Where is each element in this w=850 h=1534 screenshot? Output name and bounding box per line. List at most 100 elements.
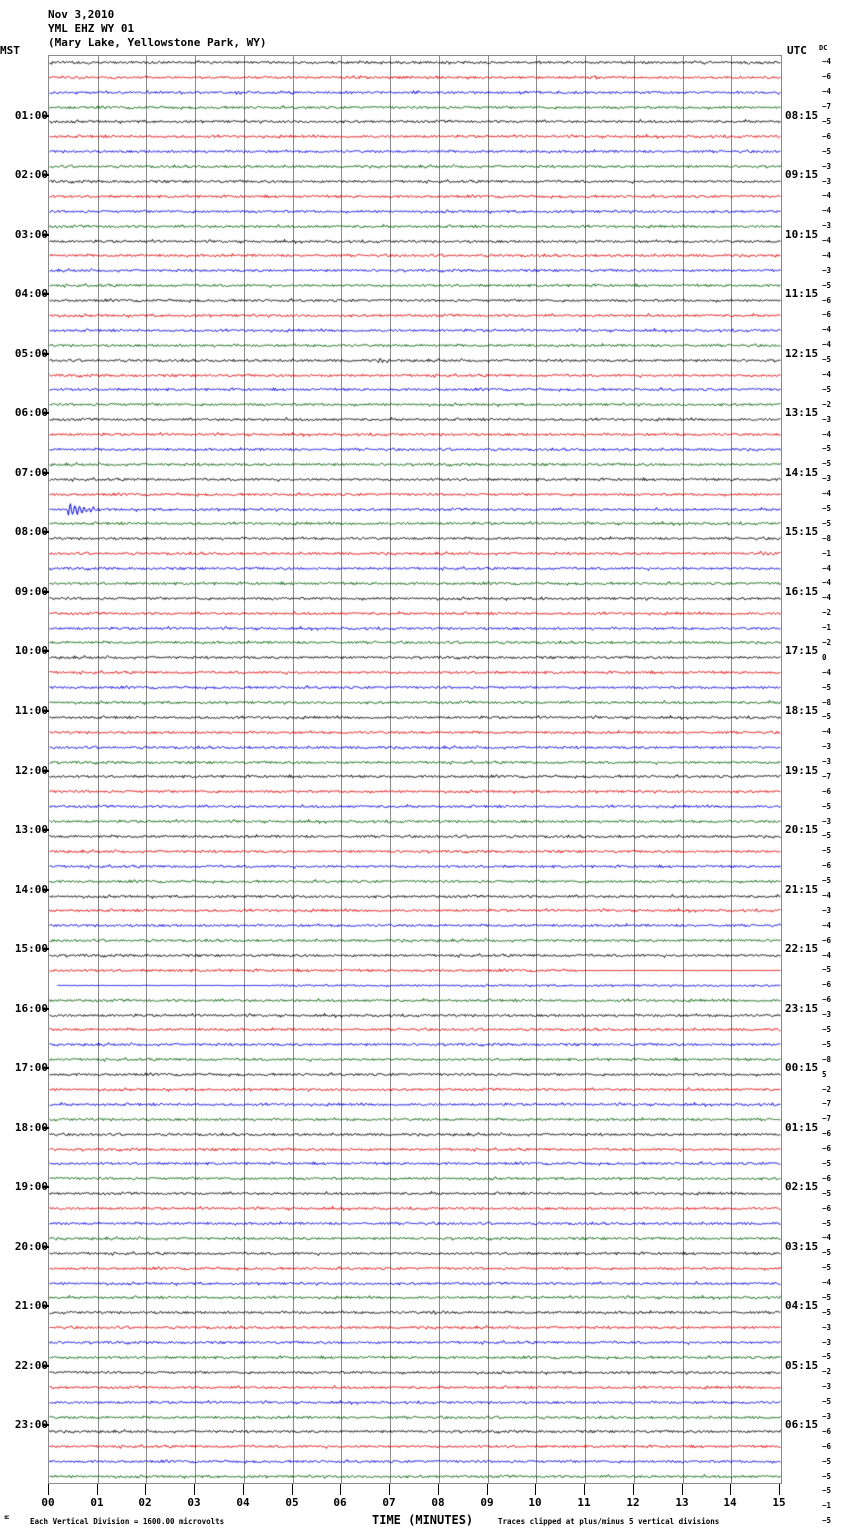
- seismogram-trace: [49, 755, 781, 769]
- dc-offset-value: −2: [822, 399, 832, 409]
- vertical-gridline: [634, 55, 635, 1484]
- dc-offset-value: −2: [822, 1367, 832, 1377]
- seismogram-trace: [49, 323, 781, 337]
- mst-hour-dash: [43, 709, 49, 712]
- mst-hour-label: 09:00: [14, 584, 48, 598]
- seismogram-trace: [49, 130, 781, 144]
- x-major-tick: [292, 1484, 293, 1495]
- x-major-tick: [535, 1484, 536, 1495]
- seismogram-trace: [49, 874, 781, 888]
- seismogram-trace: [49, 978, 781, 992]
- dc-offset-value: −5: [822, 846, 832, 856]
- seismogram-trace: [49, 1187, 781, 1201]
- dc-offset-value: −8: [822, 533, 832, 543]
- dc-offset-value: −7: [822, 102, 832, 112]
- seismogram-trace: [49, 100, 781, 114]
- mst-hour-label: 22:00: [14, 1358, 48, 1372]
- x-major-tick: [243, 1484, 244, 1495]
- seismogram-trace: [49, 294, 781, 308]
- axis-label-mst: MST: [0, 44, 20, 57]
- mst-hour-dash: [43, 1126, 49, 1129]
- dc-offset-value: −5: [822, 504, 832, 513]
- utc-hour-label: 21:15: [785, 882, 819, 896]
- seismogram-trace: [49, 338, 781, 352]
- utc-hour-label: 19:15: [785, 763, 819, 777]
- mst-hour-dash: [43, 650, 49, 653]
- seismogram-trace: [49, 963, 781, 977]
- x-major-tick: [48, 1484, 49, 1495]
- utc-hour-label: 12:15: [785, 346, 819, 360]
- mst-hour-label: 11:00: [14, 703, 48, 717]
- mst-hour-label: 05:00: [14, 346, 48, 360]
- x-major-tick: [194, 1484, 195, 1495]
- footer-scale-note: Each Vertical Division = 1600.00 microvo…: [30, 1517, 225, 1526]
- dc-offset-value: −2: [822, 637, 832, 647]
- x-axis-tick-label: 10: [528, 1496, 542, 1509]
- x-axis-tick-label: 13: [675, 1496, 689, 1509]
- dc-offset-value: −3: [822, 757, 832, 767]
- seismogram-trace: [49, 1023, 781, 1037]
- x-axis-tick-label: 14: [723, 1496, 737, 1509]
- dc-offset-value: −3: [822, 816, 832, 826]
- dc-offset-value: −4: [822, 727, 832, 737]
- dc-offset-value: −4: [822, 250, 832, 260]
- dc-offset-value: −5: [822, 831, 832, 841]
- seismogram-trace: [49, 681, 781, 695]
- seismogram-trace: [49, 562, 781, 576]
- seismogram-trace: [49, 1038, 781, 1052]
- seismogram-trace: [49, 725, 781, 739]
- x-axis-tick-label: 11: [577, 1496, 591, 1509]
- dc-offset-value: −8: [822, 697, 832, 707]
- utc-hour-label: 17:15: [785, 644, 819, 658]
- dc-offset-value: −8: [822, 1054, 832, 1064]
- dc-offset-value: −4: [822, 1233, 832, 1243]
- mst-hour-dash: [43, 1245, 49, 1248]
- utc-hour-label: 13:15: [785, 406, 819, 420]
- footer-axis-title: TIME (MINUTES): [372, 1513, 474, 1527]
- plot-frame-line: [49, 1483, 781, 1484]
- mst-hour-dash: [43, 114, 49, 117]
- seismogram-trace: [49, 1231, 781, 1245]
- dc-offset-value: −4: [822, 1278, 832, 1288]
- dc-offset-value: −3: [822, 1322, 832, 1332]
- x-axis-tick-label: 02: [138, 1496, 152, 1509]
- seismogram-trace: [49, 651, 781, 665]
- seismogram-trace: [49, 1261, 781, 1275]
- mst-hour-dash: [43, 948, 49, 951]
- dc-offset-value: −5: [822, 280, 832, 290]
- mst-hour-label: 17:00: [14, 1061, 48, 1075]
- dc-offset-value: −5: [822, 1024, 832, 1034]
- x-axis-ticks: [48, 1484, 780, 1496]
- mst-hour-label: 16:00: [14, 1001, 48, 1015]
- dc-offset-value: −3: [822, 1010, 832, 1020]
- mst-hour-label: 20:00: [14, 1239, 48, 1253]
- x-major-tick: [145, 1484, 146, 1495]
- mst-hour-dash: [43, 471, 49, 474]
- seismogram-trace: [49, 1276, 781, 1290]
- dc-offset-value: −4: [822, 191, 832, 201]
- seismogram-trace: [49, 1321, 781, 1335]
- dc-offset-value: −6: [822, 1203, 832, 1213]
- dc-offset-value: −4: [822, 920, 832, 930]
- seismogram-trace: [49, 1395, 781, 1409]
- seismogram-trace: [49, 1291, 781, 1305]
- seismogram-trace: [49, 591, 781, 605]
- seismogram-trace: [49, 889, 781, 903]
- x-major-tick: [389, 1484, 390, 1495]
- seismogram-trace: [49, 740, 781, 754]
- mst-hour-label: 07:00: [14, 465, 48, 479]
- mst-hour-dash: [43, 829, 49, 832]
- dc-offset-value: −4: [822, 325, 832, 335]
- seismogram-trace: [49, 279, 781, 293]
- utc-hour-label: 14:15: [785, 465, 819, 479]
- seismogram-trace: [49, 919, 781, 933]
- utc-hour-label: 00:15: [785, 1061, 819, 1075]
- seismogram-trace: [49, 189, 781, 203]
- mst-hour-label: 23:00: [14, 1418, 48, 1432]
- mst-hour-label: 15:00: [14, 942, 48, 956]
- dc-offset-value: −5: [822, 801, 832, 811]
- dc-offset-value: −5: [822, 1218, 832, 1228]
- mst-hour-label: 06:00: [14, 406, 48, 420]
- x-axis-tick-label: 00: [41, 1496, 55, 1509]
- seismogram-trace: [49, 949, 781, 963]
